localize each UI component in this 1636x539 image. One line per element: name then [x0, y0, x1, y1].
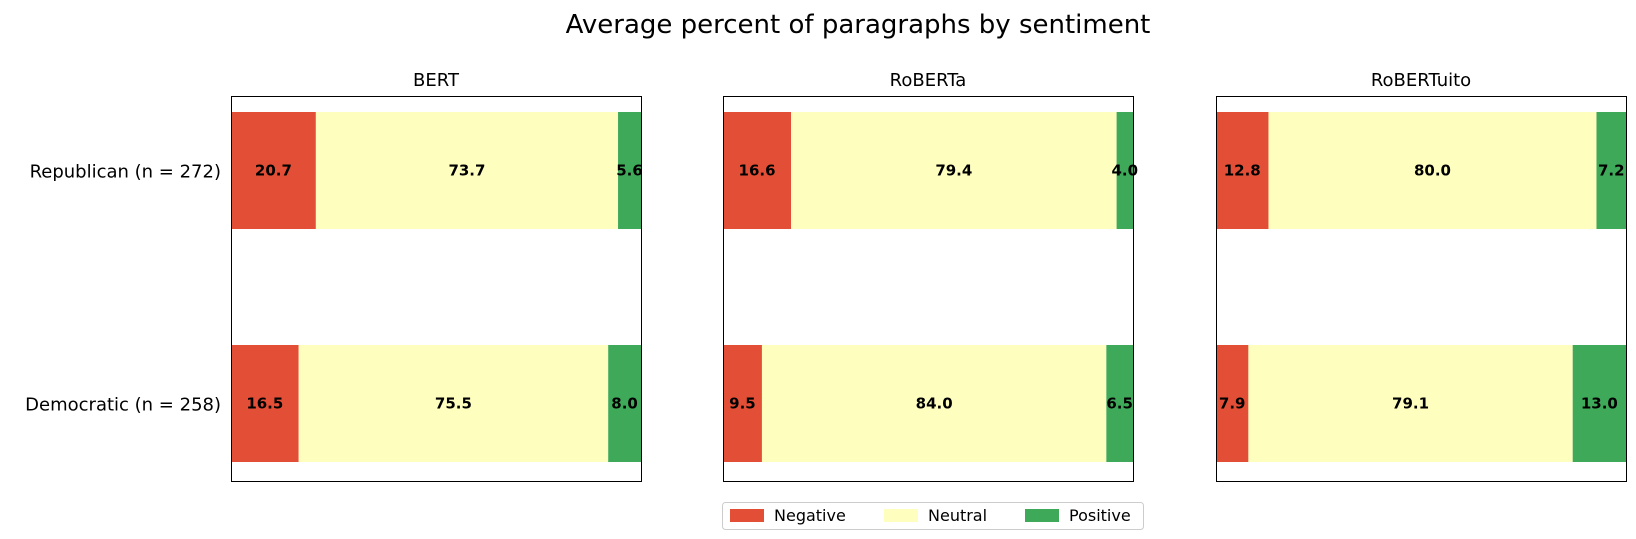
bar-robertuito-positive-1	[1572, 345, 1626, 462]
panel-frame	[723, 96, 1134, 482]
bar-bert-neutral-1	[298, 345, 609, 462]
panel-frame	[231, 96, 642, 482]
bar-robertuito-neutral-0	[1268, 112, 1597, 229]
legend-item-positive: Positive	[1025, 506, 1131, 525]
legend-label: Positive	[1069, 506, 1131, 525]
bar-robertuito-negative-0	[1216, 112, 1269, 229]
bar-roberta-positive-1	[1106, 345, 1133, 462]
bar-roberta-negative-0	[723, 112, 792, 229]
legend-item-negative: Negative	[730, 506, 846, 525]
chart-title: Average percent of paragraphs by sentime…	[566, 10, 1151, 40]
panel-frame	[1216, 96, 1627, 482]
bar-value-label: 13.0	[1581, 395, 1618, 413]
legend-swatch	[884, 509, 918, 522]
bar-bert-neutral-0	[315, 112, 619, 229]
legend-swatch	[730, 509, 764, 522]
bar-roberta-neutral-0	[791, 112, 1117, 229]
bar-value-label: 80.0	[1414, 162, 1451, 180]
bar-value-label: 75.5	[435, 395, 472, 413]
y-category-label: Democratic (n = 258)	[25, 395, 221, 416]
bar-value-label: 7.9	[1219, 395, 1246, 413]
legend-label: Neutral	[928, 506, 987, 525]
panel-title: RoBERTuito	[1371, 70, 1471, 91]
panel-robertuito: 12.8 80.0 7.2 7.9 79.1 13.0 RoBERTuito	[1216, 70, 1627, 482]
panel-title: RoBERTa	[890, 70, 967, 91]
bar-value-label: 5.6	[616, 162, 643, 180]
y-category-label: Republican (n = 272)	[30, 162, 221, 183]
chart-panels: 20.7 73.7 5.6 16.5 75.5 8.0 BERT 16.6 79.4 4.0 9.5…	[231, 70, 1627, 482]
bar-bert-negative-0	[231, 112, 316, 229]
bar-value-label: 16.5	[246, 395, 283, 413]
bar-robertuito-negative-1	[1216, 345, 1249, 462]
bar-value-label: 4.0	[1112, 162, 1139, 180]
bar-value-label: 7.2	[1598, 162, 1625, 180]
panel-roberta: 16.6 79.4 4.0 9.5 84.0 6.5 RoBERTa	[723, 70, 1138, 482]
panel-title: BERT	[413, 70, 460, 91]
bar-value-label: 6.5	[1106, 395, 1133, 413]
bar-roberta-negative-1	[723, 345, 762, 462]
legend-item-neutral: Neutral	[884, 506, 987, 525]
bar-bert-negative-1	[231, 345, 299, 462]
legend-label: Negative	[774, 506, 846, 525]
bar-bert-positive-1	[608, 345, 641, 462]
bar-value-label: 79.4	[935, 162, 972, 180]
bar-roberta-positive-0	[1116, 112, 1133, 229]
bar-bert-positive-0	[618, 112, 641, 229]
bar-value-label: 8.0	[611, 395, 638, 413]
bar-value-label: 9.5	[729, 395, 756, 413]
bar-value-label: 84.0	[916, 395, 953, 413]
bar-value-label: 79.1	[1392, 395, 1429, 413]
y-axis-category-labels: Republican (n = 272) Democratic (n = 258)	[25, 162, 221, 416]
legend-swatch	[1025, 509, 1059, 522]
bar-roberta-neutral-1	[761, 345, 1107, 462]
bar-value-label: 73.7	[448, 162, 485, 180]
bar-robertuito-neutral-1	[1248, 345, 1573, 462]
panel-bert: 20.7 73.7 5.6 16.5 75.5 8.0 BERT	[231, 70, 643, 482]
bar-value-label: 20.7	[255, 162, 292, 180]
bar-value-label: 12.8	[1224, 162, 1261, 180]
bar-robertuito-positive-0	[1596, 112, 1626, 229]
chart-legend: Negative Neutral Positive	[722, 502, 1144, 530]
bar-value-label: 16.6	[739, 162, 776, 180]
